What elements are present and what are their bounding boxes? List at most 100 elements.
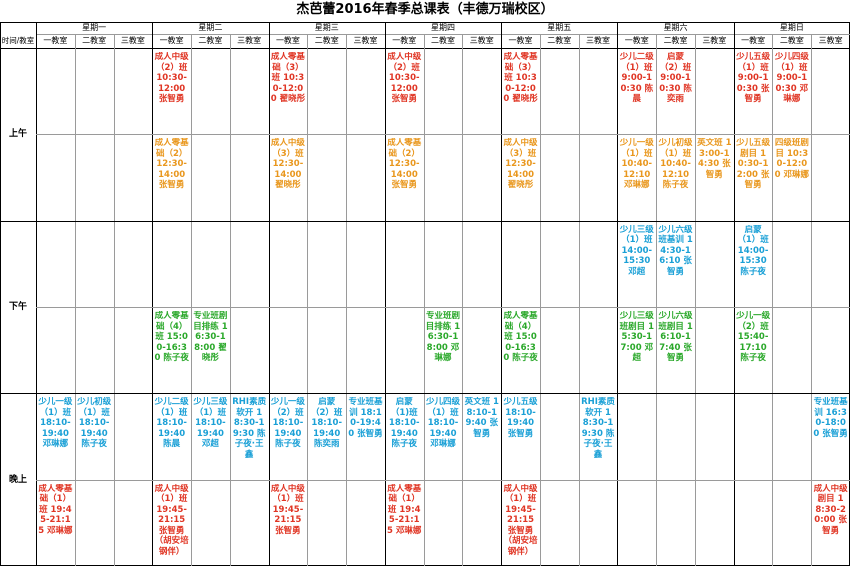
grid-line xyxy=(656,34,658,566)
class-entry[interactable]: 成人零基础（1）班 19:45-21:15 邓琳娜 xyxy=(387,483,422,536)
room-header: 二教室 xyxy=(663,36,688,45)
grid-line xyxy=(307,34,309,566)
time-slot-label: 上午 xyxy=(8,129,27,140)
grid-line xyxy=(36,22,37,566)
grid-line xyxy=(423,34,425,566)
room-header: 一教室 xyxy=(159,36,184,45)
class-entry[interactable]: RHI素质软开 18:30-19:30 陈子夜·王鑫 xyxy=(581,397,615,460)
room-header: 二教室 xyxy=(779,36,804,45)
class-entry[interactable]: 专业班基训 18:10-19:40 张智勇 xyxy=(348,397,383,439)
class-entry[interactable]: 成人中级（2）班 10:30-12:00 张智勇 xyxy=(154,52,189,104)
class-entry[interactable]: 成人零基础（2）12:30-14:00张智勇 xyxy=(154,138,189,191)
class-entry[interactable]: 专业班基训 16:30-18:00 张智勇 xyxy=(813,397,848,439)
corner-label: 时间/教室 xyxy=(1,36,35,45)
class-entry[interactable]: 少儿六级班剧目 16:10-17:40 张智勇 xyxy=(658,311,693,363)
room-header: 二教室 xyxy=(430,36,455,45)
class-entry[interactable]: 少儿五级剧目 10:30-12:00 张智勇 xyxy=(736,138,771,191)
class-entry[interactable]: RHI素质软开 18:30-19:30 陈子夜·王鑫 xyxy=(232,397,267,460)
room-header: 一教室 xyxy=(508,36,533,45)
class-entry[interactable]: 启蒙（2）班 9:00-10:30 陈奕雨 xyxy=(659,52,692,104)
grid-line xyxy=(36,479,850,481)
grid-line xyxy=(229,34,231,566)
grid-line xyxy=(0,22,850,23)
grid-line xyxy=(36,134,850,136)
grid-line xyxy=(74,34,76,566)
day-header: 星期日 xyxy=(779,23,804,32)
room-header: 一教室 xyxy=(624,36,649,45)
class-entry[interactable]: 少儿五级（1）班 9:00-10:30 张智勇 xyxy=(736,52,771,104)
room-header: 二教室 xyxy=(314,36,339,45)
class-entry[interactable]: 成人零基础（3）班 10:30-12:00 翟晓彤 xyxy=(503,52,538,104)
room-header: 三教室 xyxy=(237,36,262,45)
grid-line xyxy=(501,22,503,566)
class-entry[interactable]: 成人零基础（4）班 15:00-16:30 陈子夜 xyxy=(503,311,538,363)
grid-line xyxy=(36,34,850,35)
grid-line xyxy=(0,393,850,395)
class-entry[interactable]: 少儿三级（1）班 14:00-15:30 邓超 xyxy=(619,224,654,277)
grid-line xyxy=(268,22,270,566)
room-header: 一教室 xyxy=(741,36,766,45)
class-entry[interactable]: 成人中级（3）班 12:30-14:00 翟晓彤 xyxy=(270,138,305,191)
class-entry[interactable]: 少儿初级（1）班 10:40-12:10 陈子夜 xyxy=(658,138,693,191)
class-entry[interactable]: 成人零基础（3）班 10:30-12:00 翟晓彤 xyxy=(270,52,306,104)
class-entry[interactable]: 少儿一级（2）班 18:10-19:40 陈子夜 xyxy=(270,397,305,450)
grid-line xyxy=(36,307,850,308)
class-entry[interactable]: 少儿三级班剧目 15:30-17:00 邓超 xyxy=(619,311,654,363)
room-header: 二教室 xyxy=(547,36,572,45)
day-header: 星期三 xyxy=(314,23,339,32)
day-header: 星期四 xyxy=(430,23,455,32)
room-header: 三教室 xyxy=(818,36,843,45)
time-slot-label: 晚上 xyxy=(8,474,27,485)
class-entry[interactable]: 成人中级（1）班 19:45-21:15 张智勇 xyxy=(270,483,305,536)
class-entry[interactable]: 成人中级（1）班 19:45-21:15 张智勇（胡安培钢伴） xyxy=(503,483,538,557)
class-entry[interactable]: 专业班剧目排练 16:30-18:00 翟晓彤 xyxy=(193,311,228,363)
day-header: 星期六 xyxy=(663,23,688,32)
grid-line xyxy=(152,22,154,566)
class-entry[interactable]: 英文班 13:00-14:30 张智勇 xyxy=(697,138,732,180)
class-entry[interactable]: 少儿一级（2）班 15:40-17:10 陈子夜 xyxy=(736,311,771,363)
grid-line xyxy=(733,22,735,566)
grid-line xyxy=(617,22,619,566)
class-entry[interactable]: 四级班剧目 10:30-12:00 邓琳娜 xyxy=(774,138,810,180)
class-entry[interactable]: 成人零基础（2）12:30-14:00 张智勇 xyxy=(387,138,422,191)
class-entry[interactable]: 少儿二级（1）班 18:10-19:40 陈晨 xyxy=(154,397,189,450)
class-entry[interactable]: 少儿三级（1）班 18:10-19:40 邓超 xyxy=(193,397,228,450)
class-entry[interactable]: 启蒙（2）班 18:10-19:40 陈奕雨 xyxy=(310,397,343,450)
time-slot-label: 下午 xyxy=(8,302,27,312)
grid-line xyxy=(346,34,348,566)
page-title: 杰芭蕾2016年春季总课表（丰德万瑞校区） xyxy=(296,2,554,17)
day-header: 星期五 xyxy=(547,23,572,32)
class-entry[interactable]: 少儿四级（1）班 18:10-19:40 邓琳娜 xyxy=(425,397,460,450)
class-entry[interactable]: 少儿二级（1）班 9:00-10:30 陈晨 xyxy=(619,52,654,104)
grid-line xyxy=(539,34,541,566)
class-entry[interactable]: 成人中级（2）班 10:30-12:00 张智勇 xyxy=(387,52,422,104)
grid-line xyxy=(811,34,813,566)
room-header: 一教室 xyxy=(43,36,68,45)
room-header: 三教室 xyxy=(586,36,611,45)
class-entry[interactable]: 成人零基础（4）班 15:00-16:30 陈子夜 xyxy=(154,311,189,363)
class-entry[interactable]: 少儿初级（1）班 18:10-19:40 陈子夜 xyxy=(77,397,112,450)
grid-line xyxy=(191,34,193,566)
class-entry[interactable]: 少儿一级（1）班 18:10-19:40 邓琳娜 xyxy=(38,397,73,450)
room-header: 二教室 xyxy=(198,36,223,45)
grid-line xyxy=(0,22,1,566)
class-entry[interactable]: 成人零基础（1）班 19:45-21:15 邓琳娜 xyxy=(38,483,73,536)
grid-line xyxy=(462,34,464,566)
class-entry[interactable]: 少儿五级 18:10-19:40 张智勇 xyxy=(503,397,538,439)
grid-line xyxy=(694,34,696,566)
class-entry[interactable]: 成人中级（3）班 12:30-14:00 翟晓彤 xyxy=(503,138,538,191)
class-entry[interactable]: 少儿四级（1）班 9:00-10:30 邓琳娜 xyxy=(774,52,809,104)
class-entry[interactable]: 启蒙（1)班 18:10-19:40 陈子夜 xyxy=(388,397,420,450)
grid-line xyxy=(113,34,115,566)
day-header: 星期一 xyxy=(82,23,107,32)
class-entry[interactable]: 成人中级（1）班 19:45-21:15 张智勇（胡安培钢伴） xyxy=(154,483,189,557)
room-header: 三教室 xyxy=(120,36,145,45)
grid-line xyxy=(0,220,850,222)
class-entry[interactable]: 专业班剧目排练 16:30-18:00 邓琳娜 xyxy=(425,311,461,363)
class-entry[interactable]: 英文班 18:10-19:40 张智勇 xyxy=(464,397,499,439)
class-entry[interactable]: 启蒙（1）班 14:00-15:30 陈子夜 xyxy=(737,224,769,277)
class-entry[interactable]: 少儿一级（1）班 10:40-12:10 邓琳娜 xyxy=(619,138,654,191)
class-entry[interactable]: 成人中级剧目 18:30-20:00 张智勇 xyxy=(813,483,848,536)
class-entry[interactable]: 少儿六级班基训 14:30-16:10 张智勇 xyxy=(658,224,693,277)
